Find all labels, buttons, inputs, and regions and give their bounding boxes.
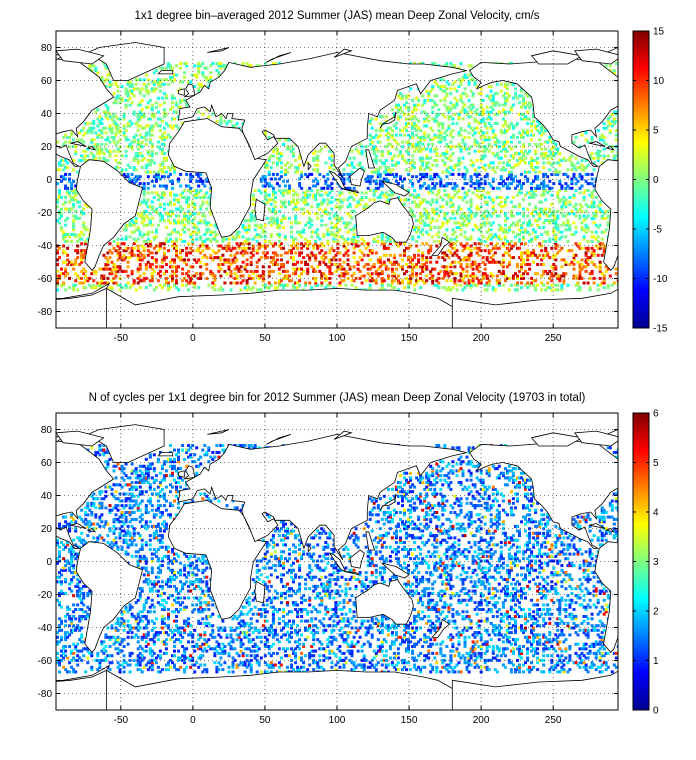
y-tick-label: -40 [38, 623, 53, 634]
colorbar-tick-label: 3 [653, 557, 659, 568]
x-tick-label: 50 [259, 333, 271, 344]
colorbar-tick-label: -5 [653, 225, 662, 236]
colorbar-tick-label: 0 [653, 175, 659, 186]
y-tick-label: -40 [38, 241, 53, 252]
x-tick-label: 0 [190, 715, 196, 726]
colorbar-tick-label: 4 [653, 508, 659, 519]
colorbar-tick-label: 6 [653, 409, 659, 420]
y-tick-label: 60 [41, 458, 53, 469]
y-tick-label: 20 [41, 524, 53, 535]
colorbar-tick-label: 5 [653, 458, 659, 469]
colorbar-tick-label: 0 [653, 706, 659, 717]
x-tick-label: 150 [401, 333, 418, 344]
y-tick-label: -60 [38, 656, 53, 667]
grid [56, 413, 618, 710]
x-tick-label: 100 [329, 333, 346, 344]
colorbar-tick-label: 15 [653, 27, 665, 38]
x-tick-label: 200 [473, 333, 490, 344]
y-tick-label: 40 [41, 109, 53, 120]
bin-texture [56, 62, 618, 292]
x-tick-label: 200 [473, 715, 490, 726]
y-tick-label: -80 [38, 689, 53, 700]
y-tick-label: 20 [41, 142, 53, 153]
x-tick-label: 0 [190, 333, 196, 344]
y-tick-label: 80 [41, 43, 53, 54]
chart-1: -50 0 50 100 150 200 250-80-60-40-20020406080-… [38, 27, 668, 345]
x-tick-label: 150 [401, 715, 418, 726]
y-tick-label: -20 [38, 208, 53, 219]
y-tick-label: 0 [46, 175, 52, 186]
coastlines [56, 42, 618, 328]
chart-2-title: N of cycles per 1x1 degree bin for 2012 … [88, 392, 586, 404]
y-tick-label: -20 [38, 590, 53, 601]
colorbar-tick-label: -10 [653, 274, 668, 285]
chart-1-title: 1x1 degree bin–averaged 2012 Summer (JAS… [134, 10, 540, 22]
y-tick-label: 40 [41, 491, 53, 502]
grid [56, 31, 618, 328]
x-tick-label: 250 [545, 333, 562, 344]
x-tick-label: 250 [545, 715, 562, 726]
x-tick-label: 100 [329, 715, 346, 726]
y-tick-label: 80 [41, 425, 53, 436]
y-tick-label: 60 [41, 76, 53, 87]
colorbar-tick-label: -15 [653, 324, 668, 335]
x-tick-label: -50 [114, 333, 129, 344]
y-tick-label: -60 [38, 274, 53, 285]
coastlines [56, 424, 618, 710]
colorbar-tick-label: 1 [653, 656, 659, 667]
y-tick-label: 0 [46, 557, 52, 568]
colorbar-tick-label: 10 [653, 76, 665, 87]
x-tick-label: 50 [259, 715, 271, 726]
bin-texture [56, 444, 618, 674]
chart-2: -50 0 50 100 150 200 250 -80 -60 -40 -20 0 20 40 60 80 0… [38, 409, 659, 727]
y-tick-label: -80 [38, 307, 53, 318]
x-tick-label: -50 [114, 715, 129, 726]
colorbar-tick-label: 2 [653, 607, 659, 618]
colorbar-tick-label: 5 [653, 126, 659, 137]
